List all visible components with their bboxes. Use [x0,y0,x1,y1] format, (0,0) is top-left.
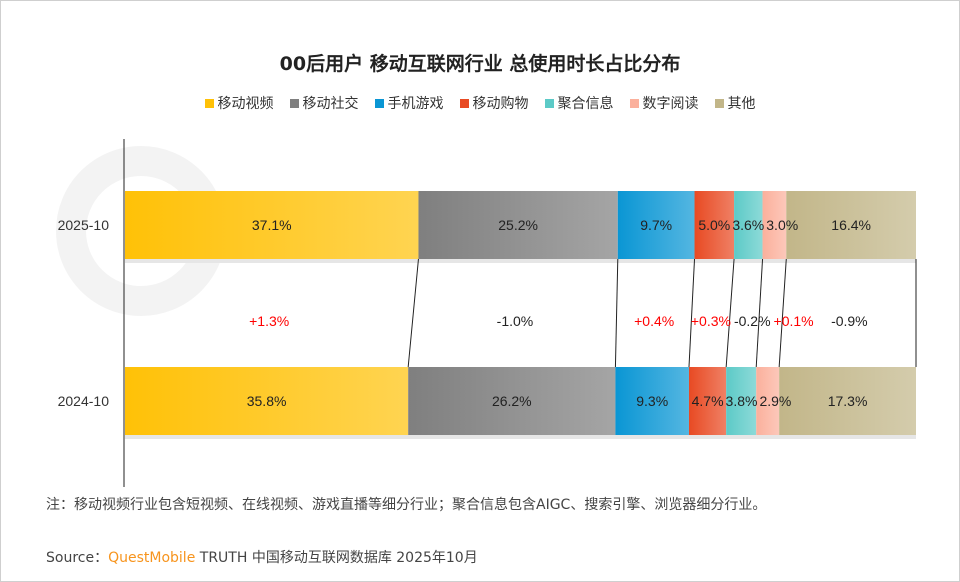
connector-line [688,258,696,368]
connector-line [725,258,735,368]
bar-segment [734,191,763,259]
bar-segment [762,191,787,259]
data-label: 16.4% [831,217,871,233]
change-label: +1.3% [249,313,289,329]
legend-swatch [204,98,214,108]
connector-line [778,258,787,368]
legend-item: 数字阅读 [629,93,699,113]
connector-line [755,258,764,368]
data-label: 3.8% [726,393,758,409]
data-label: 35.8% [247,393,287,409]
legend-swatch [629,98,639,108]
bar-segment [694,191,735,259]
source-line: Source：QuestMobile TRUTH 中国移动互联网数据库 2025… [46,547,478,567]
legend-label: 移动视频 [217,96,274,112]
legend-item: 手机游戏 [374,93,444,113]
data-label: 25.2% [498,217,538,233]
legend-item: 移动视频 [204,93,274,113]
source-brand: QuestMobile [108,550,196,566]
data-label: 5.0% [698,217,730,233]
y-tick-label: 2025-10 [58,217,110,233]
data-label: 2.9% [759,393,791,409]
bar-segment [418,191,618,259]
connector-line [614,258,619,368]
bar-shadow [125,259,916,263]
data-label: 3.6% [732,217,764,233]
data-label: 17.3% [828,393,868,409]
legend-swatch [459,98,469,108]
legend-swatch [374,98,384,108]
change-label: -0.9% [831,313,868,329]
bar-segment [726,367,757,435]
bar-segment [408,367,616,435]
legend-swatch [289,98,299,108]
change-label: +0.3% [691,313,731,329]
data-label: 4.7% [692,393,724,409]
legend-swatch [714,98,724,108]
y-tick-label: 2024-10 [58,393,110,409]
legend-label: 数字阅读 [642,96,699,112]
legend-item: 聚合信息 [544,93,614,113]
change-label: +0.4% [634,313,674,329]
change-label: -1.0% [497,313,534,329]
chart-title: 00后用户 移动互联网行业 总使用时长占比分布 [279,53,681,75]
legend-label: 其他 [727,96,756,112]
legend-label: 手机游戏 [387,96,444,112]
source-prefix: Source： [46,550,109,566]
change-label: +0.1% [774,313,814,329]
legend-item: 移动购物 [459,93,529,113]
legend: 移动视频 移动社交 手机游戏 移动购物 聚合信息 数字阅读 其他 [1,93,959,113]
bar-shadow [125,435,916,439]
legend-label: 移动社交 [302,96,359,112]
bar-segment [615,367,689,435]
bar-segment [779,367,916,435]
legend-label: 聚合信息 [557,96,614,112]
legend-item: 移动社交 [289,93,359,113]
change-label: -0.2% [734,313,771,329]
source-text: TRUTH 中国移动互联网数据库 2025年10月 [195,550,478,566]
data-label: 9.3% [636,393,668,409]
bar-segment [786,191,916,259]
legend-label: 移动购物 [472,96,529,112]
connector-line [407,258,419,368]
data-label: 9.7% [640,217,672,233]
footnote: 注：移动视频行业包含短视频、在线视频、游戏直播等细分行业；聚合信息包含AIGC、… [46,497,767,513]
bar-segment [125,191,419,259]
bar-segment [125,367,409,435]
bar-segment [756,367,780,435]
bar-segment [617,191,695,259]
data-label: 26.2% [492,393,532,409]
bar-segment [688,367,727,435]
data-label: 37.1% [252,217,292,233]
legend-swatch [544,98,554,108]
data-label: 3.0% [766,217,798,233]
legend-item: 其他 [714,93,756,113]
